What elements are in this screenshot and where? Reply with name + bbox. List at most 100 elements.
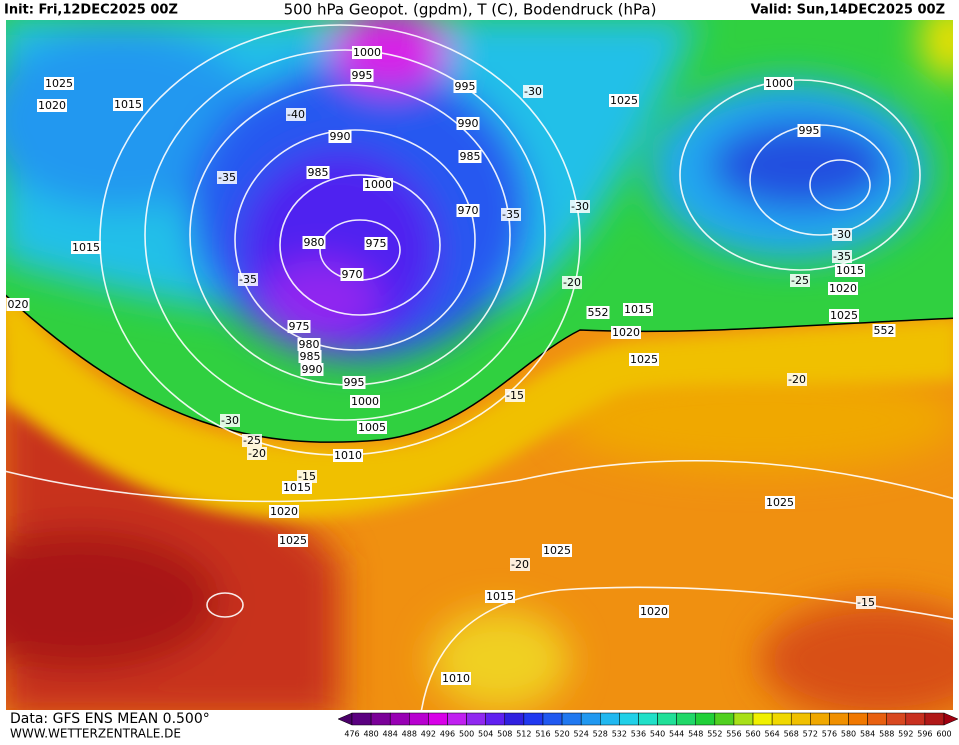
temperature-label: -20 — [248, 447, 266, 460]
colorbar-label: 488 — [402, 730, 417, 739]
colorbar-label: 484 — [383, 730, 398, 739]
label-box — [350, 69, 374, 82]
label-box — [797, 124, 821, 137]
isobar-label: 1015 — [283, 481, 311, 494]
colorbar-label: 516 — [535, 730, 550, 739]
label-box — [238, 273, 258, 286]
colorbar-label: 576 — [822, 730, 837, 739]
label-box — [562, 276, 582, 289]
colorbar-label: 476 — [344, 730, 359, 739]
colorbar-label: 584 — [860, 730, 875, 739]
label-box — [790, 274, 810, 287]
colorbar-label: 524 — [574, 730, 589, 739]
colorbar-label: 580 — [841, 730, 856, 739]
isobar-label: 970 — [458, 204, 479, 217]
isobar-label: 1010 — [334, 449, 362, 462]
isobar-label: 985 — [300, 350, 321, 363]
label-box — [832, 228, 852, 241]
isobar-label: 980 — [299, 338, 320, 351]
isobar-label: 1000 — [364, 178, 392, 191]
isobar-label: 985 — [308, 166, 329, 179]
isobar-label: 975 — [366, 237, 387, 250]
colorbar-swatch — [714, 712, 735, 726]
temperature-label: -30 — [571, 200, 589, 213]
colorbar-swatch — [638, 712, 658, 726]
label-box — [242, 434, 262, 447]
colorbar-label: 480 — [363, 730, 378, 739]
colorbar-swatch — [447, 712, 467, 726]
colorbar-swatch — [657, 712, 677, 726]
map-area — [6, 20, 953, 710]
label-box — [586, 306, 610, 319]
label-box — [609, 94, 639, 107]
height-label: 552 — [874, 324, 895, 337]
website: WWW.WETTERZENTRALE.DE — [10, 727, 181, 741]
isobar-label: 1000 — [765, 77, 793, 90]
colorbar-label: 532 — [612, 730, 627, 739]
colorbar-swatch — [523, 712, 544, 726]
isobar-label: 1000 — [353, 46, 381, 59]
label-box — [364, 237, 388, 250]
height-label: 552 — [588, 306, 609, 319]
label-box — [297, 338, 321, 351]
label-box — [342, 376, 366, 389]
label-box — [829, 309, 859, 322]
colorbar-label: 596 — [917, 730, 932, 739]
colorbar-swatch — [485, 712, 506, 726]
colorbar-swatch — [351, 712, 372, 726]
temperature-label: -25 — [791, 274, 809, 287]
label-box — [37, 99, 67, 112]
label-box — [835, 264, 865, 277]
colorbar-label: 560 — [745, 730, 760, 739]
colorbar-swatch — [752, 712, 773, 726]
isobar-label: 990 — [330, 130, 351, 143]
colorbar-swatch — [848, 712, 868, 726]
isobar-label: 1025 — [543, 544, 571, 557]
colorbar-arrow-right — [943, 712, 959, 726]
label-box — [247, 447, 267, 460]
label-box — [269, 505, 299, 518]
isobar-label: 985 — [460, 150, 481, 163]
label-box — [302, 236, 326, 249]
isobar-label: 975 — [289, 320, 310, 333]
isobar-label: 1015 — [72, 241, 100, 254]
isobar-label: 1025 — [830, 309, 858, 322]
isobar-label: 995 — [344, 376, 365, 389]
isobar-label: 1025 — [630, 353, 658, 366]
label-box — [287, 320, 311, 333]
label-box — [286, 108, 306, 121]
temperature-label: -20 — [788, 373, 806, 386]
colorbar-swatch — [886, 712, 907, 726]
temperature-label: -15 — [857, 596, 875, 609]
temperature-label: -15 — [506, 389, 524, 402]
label-box — [298, 350, 322, 363]
isobar-label: 990 — [458, 117, 479, 130]
label-box — [352, 46, 382, 59]
isobar-label: 990 — [302, 363, 323, 376]
isobar-label: 1015 — [624, 303, 652, 316]
line-552 — [6, 294, 953, 443]
colorbar-label: 568 — [784, 730, 799, 739]
label-box — [328, 130, 352, 143]
colorbar-label: 520 — [554, 730, 569, 739]
temperature-label: -30 — [221, 414, 239, 427]
colorbar-swatch — [771, 712, 792, 726]
temperature-label: -35 — [218, 171, 236, 184]
label-box — [350, 395, 380, 408]
label-box — [113, 98, 143, 111]
isobar-label: 1015 — [114, 98, 142, 111]
colorbar-swatch — [389, 712, 410, 726]
colorbar-label: 528 — [593, 730, 608, 739]
label-box — [787, 373, 807, 386]
colorbar-swatch — [466, 712, 486, 726]
label-box — [623, 303, 653, 316]
label-box — [832, 250, 852, 263]
colorbar-label: 492 — [421, 730, 436, 739]
temperature-label: -25 — [243, 434, 261, 447]
colorbar-swatch — [829, 712, 849, 726]
colorbar-swatch — [619, 712, 639, 726]
label-box — [282, 481, 312, 494]
colorbar-label: 540 — [650, 730, 665, 739]
colorbar-swatch — [409, 712, 429, 726]
